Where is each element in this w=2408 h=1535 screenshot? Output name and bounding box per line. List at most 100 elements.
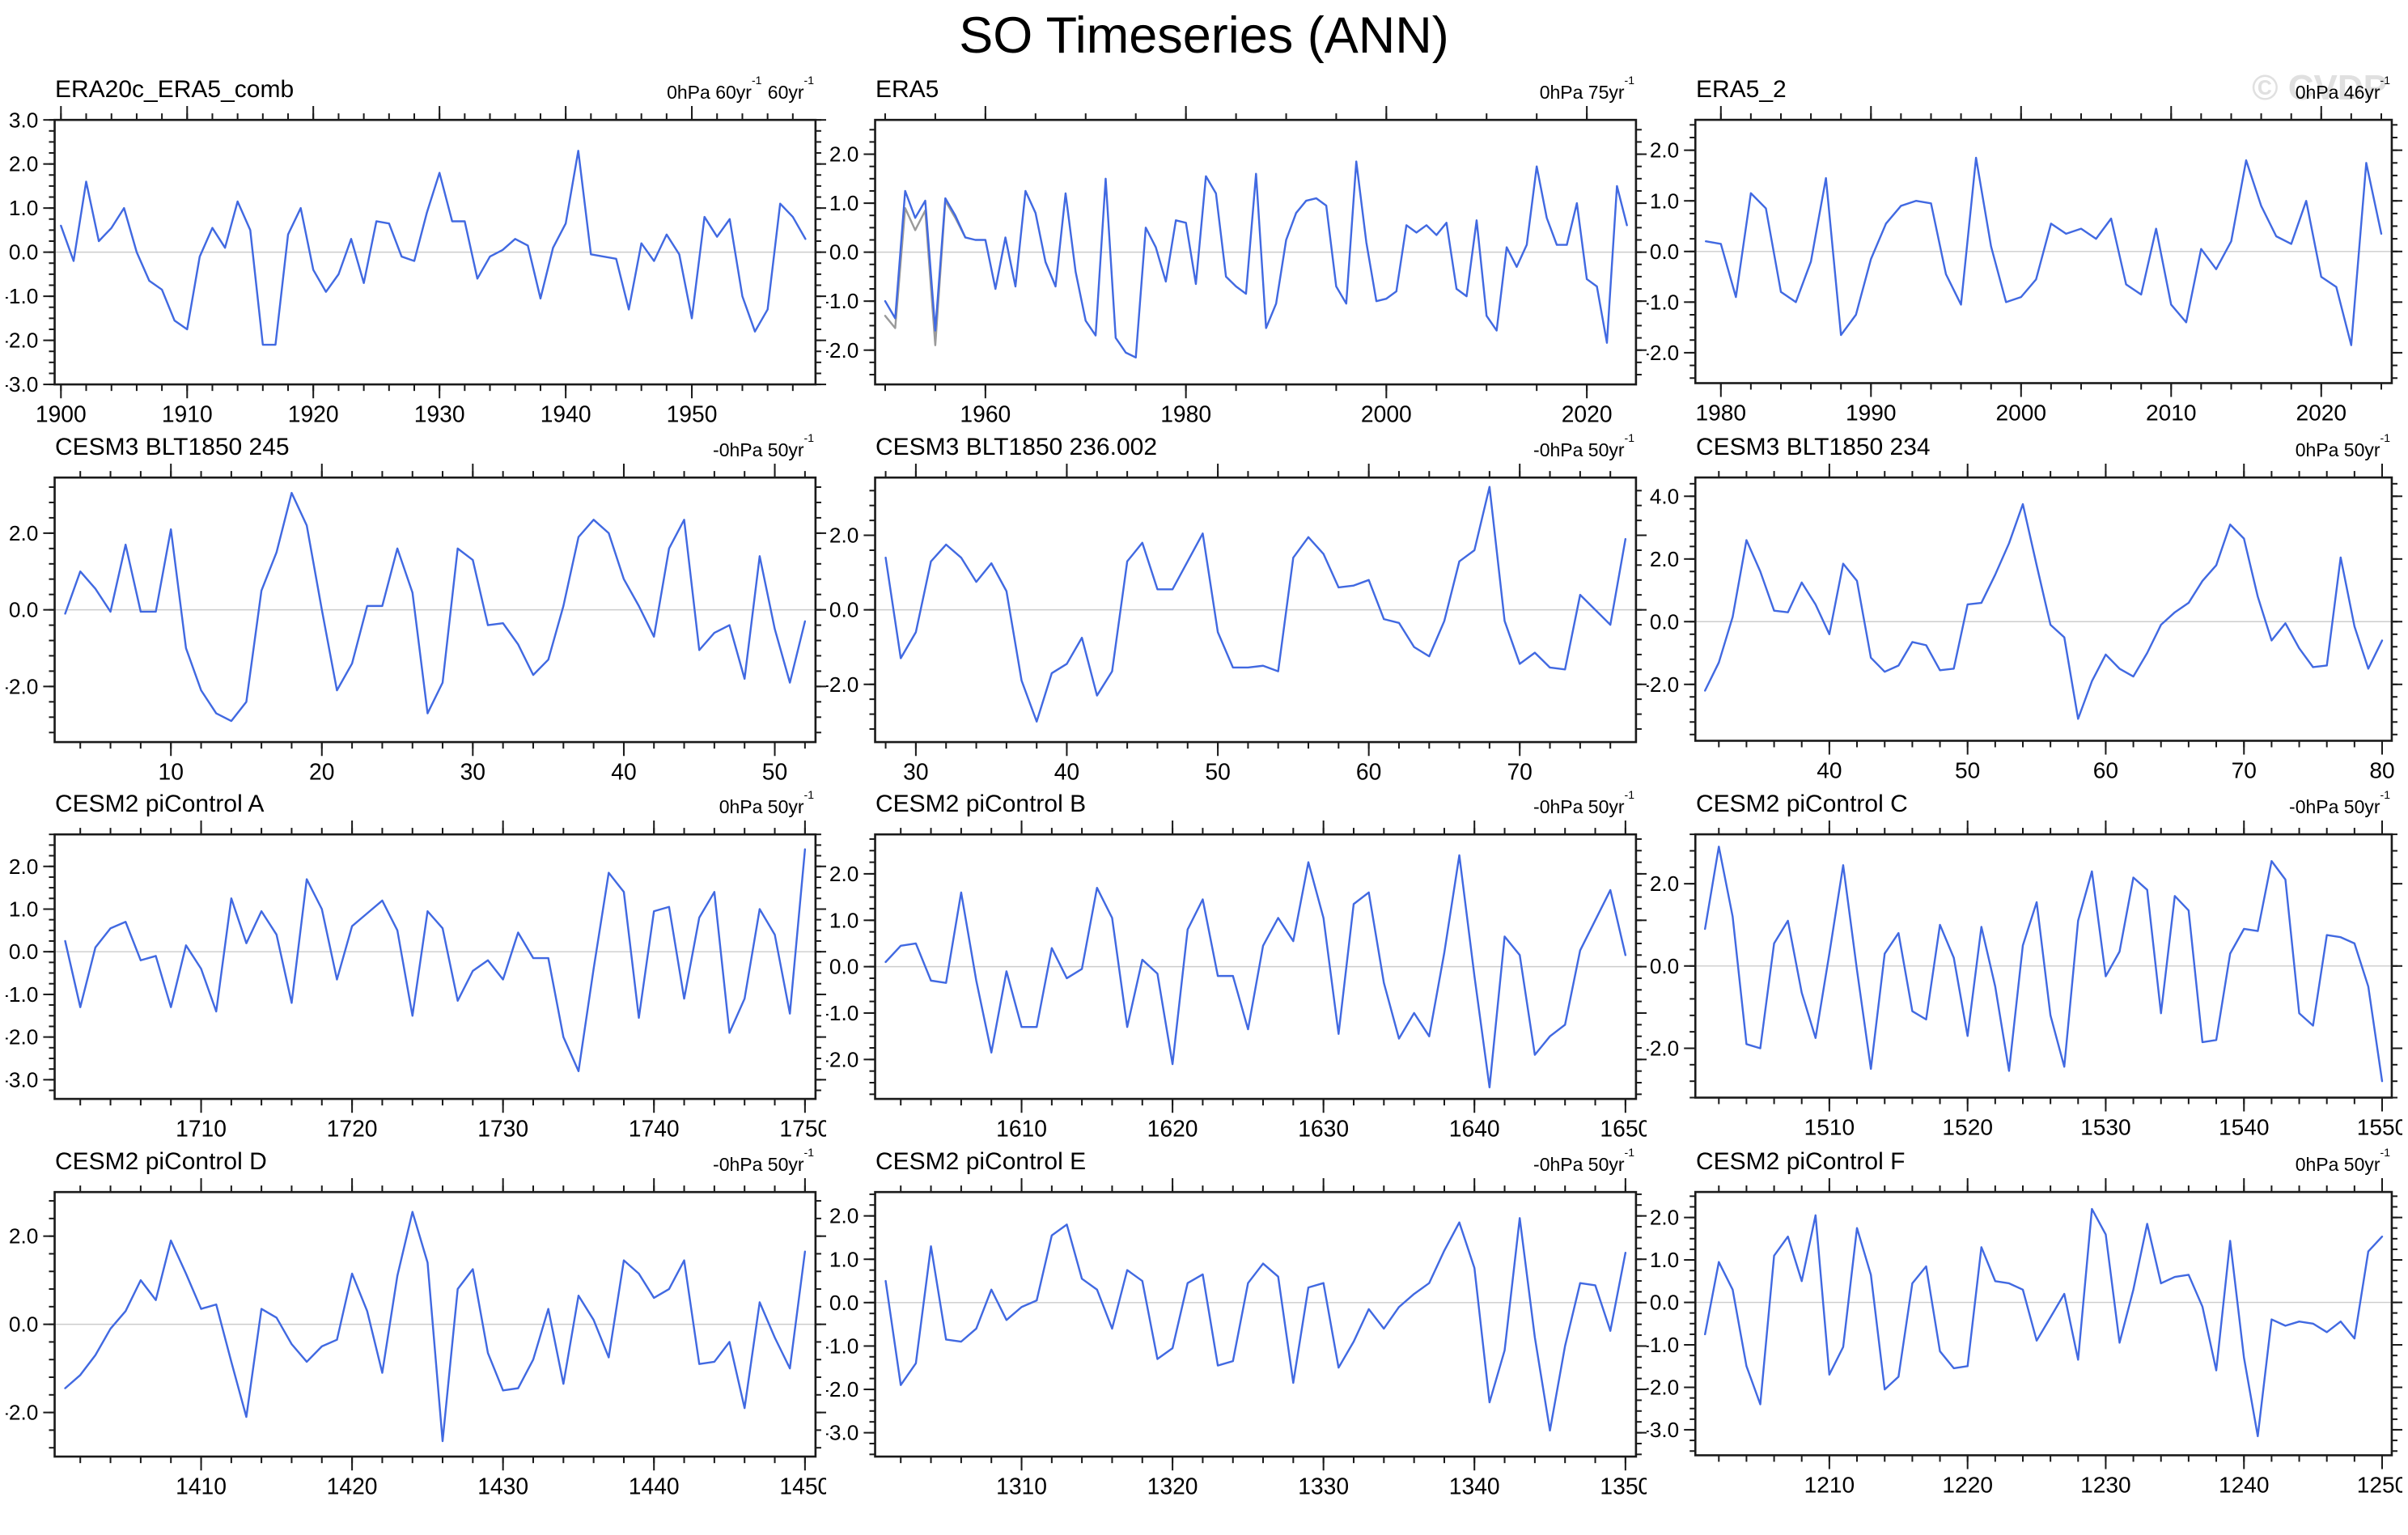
svg-text:-2.0: -2.0 — [6, 1400, 38, 1424]
panel-units-label: -0hPa 50yr-1 — [713, 430, 814, 460]
panel-era5-2: ERA5_2 0hPa 46yr-1 1980 1990 2000 2010 2020 2… — [1647, 73, 2402, 430]
svg-text:-2.0: -2.0 — [6, 1025, 38, 1049]
svg-text:50: 50 — [1955, 757, 1980, 782]
svg-text:80: 80 — [2369, 757, 2394, 782]
svg-text:3.0: 3.0 — [9, 108, 38, 132]
svg-text:40: 40 — [1817, 757, 1842, 782]
svg-text:0.0: 0.0 — [829, 1291, 858, 1315]
svg-text:1220: 1220 — [1942, 1472, 1993, 1497]
svg-text:1410: 1410 — [176, 1473, 227, 1499]
svg-text:2.0: 2.0 — [829, 523, 858, 547]
svg-text:0.0: 0.0 — [1650, 954, 1679, 978]
svg-text:-2.0: -2.0 — [826, 338, 858, 363]
svg-text:-1.0: -1.0 — [826, 289, 858, 313]
svg-text:0.0: 0.0 — [9, 597, 38, 621]
panel-title: CESM2 piControl D — [55, 1147, 267, 1175]
svg-text:-2.0: -2.0 — [1647, 1037, 1679, 1061]
panel-cesm2-picontrol-f: CESM2 piControl F 0hPa 50yr-1 1210 1220 12… — [1647, 1145, 2402, 1503]
svg-text:-2.0: -2.0 — [826, 1048, 858, 1072]
svg-text:1920: 1920 — [288, 401, 339, 426]
svg-text:-1.0: -1.0 — [6, 982, 38, 1007]
svg-text:2.0: 2.0 — [829, 862, 858, 886]
svg-text:1.0: 1.0 — [829, 909, 858, 933]
svg-text:30: 30 — [460, 758, 485, 784]
svg-text:-3.0: -3.0 — [1647, 1418, 1679, 1442]
svg-text:1.0: 1.0 — [829, 191, 858, 215]
page-title: SO Timeseries (ANN) — [959, 7, 1449, 64]
svg-text:-2.0: -2.0 — [826, 1377, 858, 1401]
svg-text:2.0: 2.0 — [829, 1203, 858, 1228]
svg-text:0.0: 0.0 — [829, 597, 858, 621]
svg-text:-3.0: -3.0 — [6, 1068, 38, 1092]
svg-text:60: 60 — [1356, 758, 1381, 784]
panel-title: ERA20c_ERA5_comb — [55, 76, 295, 103]
panel-units-label: 0hPa 75yr-1 — [1539, 74, 1634, 103]
timeseries-plot: 1900 1910 1920 1930 1940 1950 3.0 2.0 1.0 0.0 -1.0… — [6, 106, 826, 426]
svg-text:1940: 1940 — [541, 401, 591, 426]
svg-text:-1.0: -1.0 — [1647, 290, 1679, 314]
panel-cesm2-picontrol-b: CESM2 piControl B -0hPa 50yr-1 1610 1620 1… — [826, 787, 1647, 1145]
svg-text:1630: 1630 — [1298, 1116, 1349, 1142]
svg-text:2.0: 2.0 — [1650, 1205, 1679, 1229]
svg-text:40: 40 — [1054, 758, 1079, 784]
svg-text:-2.0: -2.0 — [1647, 341, 1679, 365]
svg-text:1320: 1320 — [1147, 1473, 1198, 1499]
svg-text:70: 70 — [1507, 758, 1532, 784]
svg-text:-2.0: -2.0 — [6, 674, 38, 698]
svg-text:2020: 2020 — [1562, 401, 1613, 426]
svg-text:1340: 1340 — [1449, 1473, 1500, 1499]
panel-title: CESM3 BLT1850 234 — [1696, 433, 1931, 460]
svg-text:1310: 1310 — [996, 1473, 1047, 1499]
svg-text:1730: 1730 — [477, 1116, 528, 1142]
timeseries-plot: 1610 1620 1630 1640 1650 2.0 1.0 0.0 -1.0 -2.0 — [826, 821, 1647, 1142]
panel-title: CESM2 piControl B — [875, 791, 1087, 818]
svg-text:-2.0: -2.0 — [6, 329, 38, 353]
svg-text:1910: 1910 — [162, 401, 213, 426]
svg-text:10: 10 — [158, 758, 183, 784]
panel-title: CESM3 BLT1850 236.002 — [875, 433, 1158, 460]
panel-units-label: -0hPa 50yr-1 — [2289, 788, 2390, 818]
svg-text:1650: 1650 — [1600, 1116, 1647, 1142]
timeseries-plot: 30 40 50 60 70 2.0 0.0 -2.0 — [826, 463, 1647, 784]
svg-text:2.0: 2.0 — [1650, 871, 1679, 896]
svg-text:-3.0: -3.0 — [826, 1420, 858, 1444]
svg-text:0.0: 0.0 — [829, 955, 858, 979]
svg-text:1.0: 1.0 — [9, 196, 38, 220]
svg-text:0.0: 0.0 — [829, 240, 858, 265]
svg-text:0.0: 0.0 — [1650, 1290, 1679, 1314]
panel-title: CESM3 BLT1850 245 — [55, 433, 290, 460]
panel-units-label: 0hPa 50yr-1 — [2295, 1145, 2390, 1175]
svg-text:-2.0: -2.0 — [826, 672, 858, 696]
svg-text:1720: 1720 — [327, 1116, 378, 1142]
svg-text:40: 40 — [611, 758, 636, 784]
svg-text:1520: 1520 — [1942, 1115, 1993, 1140]
timeseries-plot: 10 20 30 40 50 2.0 0.0 -2.0 — [6, 463, 826, 784]
panel-units-label: -0hPa 50yr-1 — [1533, 430, 1634, 460]
svg-text:1550: 1550 — [2357, 1115, 2402, 1140]
svg-text:2.0: 2.0 — [9, 521, 38, 545]
svg-text:1750: 1750 — [779, 1116, 826, 1142]
panel-title: CESM2 piControl F — [1696, 1147, 1906, 1175]
svg-text:1.0: 1.0 — [829, 1247, 858, 1271]
panel-title: ERA5 — [875, 76, 939, 103]
svg-text:-1.0: -1.0 — [1647, 1333, 1679, 1357]
svg-text:60: 60 — [2093, 757, 2118, 782]
svg-text:50: 50 — [1205, 758, 1230, 784]
panel-cesm2-picontrol-c: CESM2 piControl C -0hPa 50yr-1 1510 1520 1… — [1647, 787, 2402, 1145]
panel-units-label: 0hPa 50yr-1 — [2295, 430, 2390, 460]
svg-text:1420: 1420 — [327, 1473, 378, 1499]
panel-title: ERA5_2 — [1696, 76, 1787, 103]
svg-text:-3.0: -3.0 — [6, 372, 38, 396]
svg-text:2000: 2000 — [1361, 401, 1412, 426]
svg-text:1330: 1330 — [1298, 1473, 1349, 1499]
svg-text:-1.0: -1.0 — [826, 1001, 858, 1025]
svg-text:0.0: 0.0 — [9, 939, 38, 964]
svg-text:-2.0: -2.0 — [1647, 672, 1679, 696]
svg-text:1540: 1540 — [2219, 1115, 2270, 1140]
svg-text:2.0: 2.0 — [9, 152, 38, 176]
svg-text:2.0: 2.0 — [1650, 546, 1679, 570]
svg-text:1960: 1960 — [960, 401, 1011, 426]
svg-text:1430: 1430 — [477, 1473, 528, 1499]
panel-units-label: -0hPa 50yr-1 — [1533, 1145, 1634, 1175]
